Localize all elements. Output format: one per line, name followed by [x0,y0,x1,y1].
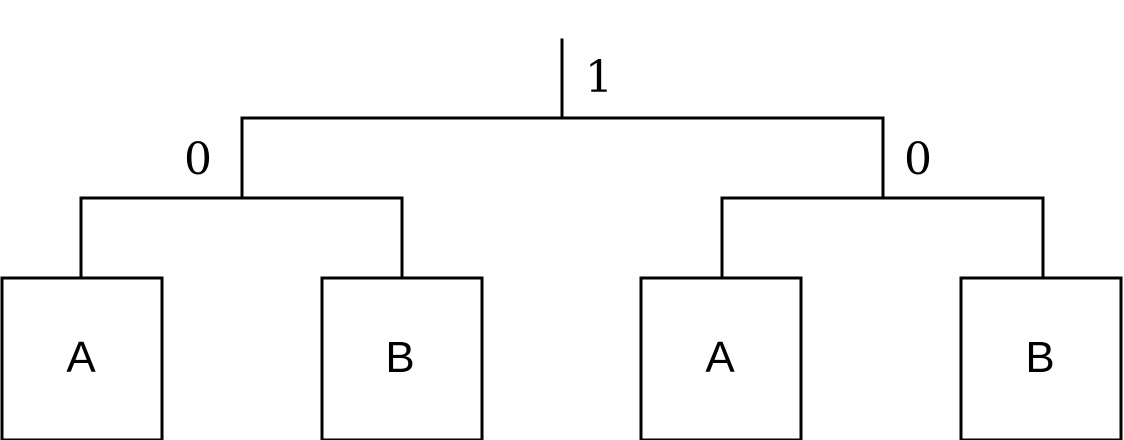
left-branch-label: 0 [184,134,212,185]
leaf-box-4 [959,276,1123,440]
leaf-box-2 [320,276,484,440]
leaf-label-4: B [1025,333,1054,382]
leaf-box-1 [0,276,164,440]
leaf-label-2: B [385,333,414,382]
right-branch-label: 0 [904,134,932,185]
leaf-label-1: A [66,333,96,382]
leaf-box-3 [639,276,803,440]
root-label: 1 [585,52,613,103]
leaf-label-3: A [705,333,735,382]
